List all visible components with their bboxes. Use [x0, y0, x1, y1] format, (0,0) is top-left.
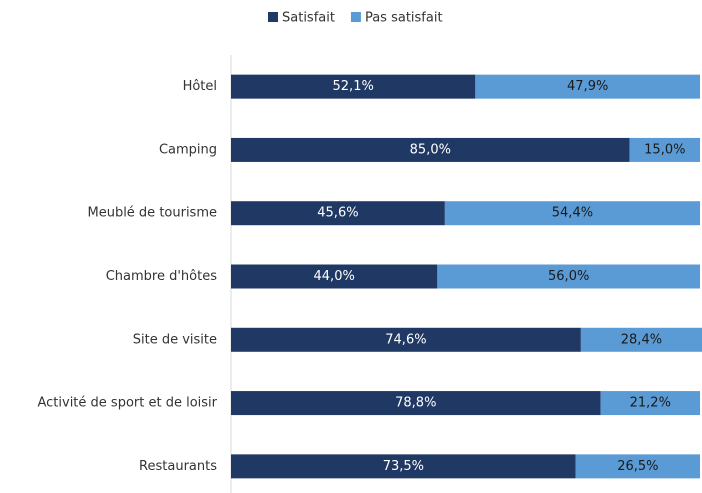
bar-segment — [475, 74, 700, 99]
data-label: 78,8% — [395, 396, 436, 411]
data-label: 44,0% — [314, 269, 355, 284]
y-tick-label: Site de visite — [133, 332, 217, 347]
bar-segment — [629, 137, 700, 162]
bar-segment — [231, 454, 576, 479]
data-label: 15,0% — [644, 142, 685, 157]
legend-label: Pas satisfait — [365, 11, 443, 26]
bar-segment — [231, 391, 601, 416]
bar-segment — [575, 454, 700, 479]
y-tick-label: Restaurants — [139, 459, 217, 474]
data-label: 47,9% — [567, 79, 608, 94]
data-label: 74,6% — [385, 332, 426, 347]
bar-segment — [444, 201, 700, 226]
y-tick-label: Camping — [159, 142, 217, 157]
bar-segment — [231, 264, 438, 289]
bar-segment — [437, 264, 700, 289]
data-label: 73,5% — [383, 459, 424, 474]
data-label: 52,1% — [333, 79, 374, 94]
bar-segment — [231, 74, 476, 99]
data-label: 21,2% — [630, 396, 671, 411]
data-label: 45,6% — [317, 206, 358, 221]
data-label: 54,4% — [552, 206, 593, 221]
bar-segment — [231, 201, 445, 226]
y-tick-label: Hôtel — [183, 79, 217, 94]
bar-segment — [231, 137, 630, 162]
legend-swatch — [268, 12, 278, 22]
data-label: 85,0% — [410, 142, 451, 157]
data-label: 28,4% — [621, 332, 662, 347]
y-tick-label: Activité de sport et de loisir — [37, 396, 217, 411]
y-tick-label: Meublé de tourisme — [87, 206, 217, 221]
bar-segment — [231, 327, 581, 352]
legend-label: Satisfait — [282, 11, 335, 26]
data-label: 56,0% — [548, 269, 589, 284]
bar-segment — [580, 327, 702, 352]
y-tick-label: Chambre d'hôtes — [106, 269, 218, 284]
bar-segment — [600, 391, 700, 416]
legend-swatch — [350, 12, 361, 22]
data-label: 26,5% — [617, 459, 658, 474]
